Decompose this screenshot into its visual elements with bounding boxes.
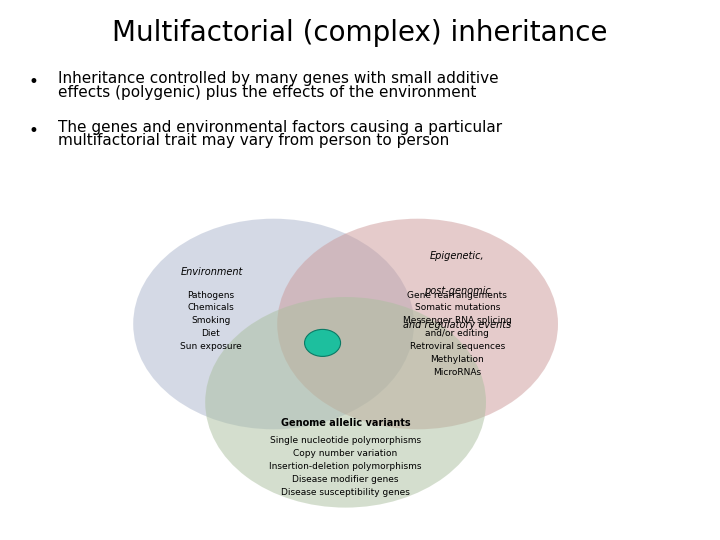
Text: Disease modifier genes: Disease modifier genes xyxy=(292,475,399,484)
Text: •: • xyxy=(29,122,39,139)
Text: Multifactorial (complex) inheritance: Multifactorial (complex) inheritance xyxy=(112,19,608,47)
Text: Diet: Diet xyxy=(202,329,220,339)
Text: Epigenetic,: Epigenetic, xyxy=(430,251,485,261)
Text: Gene rearrangements: Gene rearrangements xyxy=(408,291,507,300)
Circle shape xyxy=(205,297,486,508)
Text: Single nucleotide polymorphisms: Single nucleotide polymorphisms xyxy=(270,436,421,446)
Text: Disease susceptibility genes: Disease susceptibility genes xyxy=(282,488,410,497)
Text: Environment: Environment xyxy=(181,267,243,278)
Circle shape xyxy=(277,219,558,429)
Text: Sun exposure: Sun exposure xyxy=(180,342,242,352)
Text: Inheritance controlled by many genes with small additive: Inheritance controlled by many genes wit… xyxy=(58,71,498,86)
Text: and regulatory events: and regulatory events xyxy=(403,320,511,330)
Text: multifactorial trait may vary from person to person: multifactorial trait may vary from perso… xyxy=(58,133,449,148)
Circle shape xyxy=(305,329,341,356)
Text: MicroRNAs: MicroRNAs xyxy=(433,368,481,377)
Text: and/or editing: and/or editing xyxy=(426,329,489,339)
Text: Somatic mutations: Somatic mutations xyxy=(415,303,500,313)
Text: Retroviral sequences: Retroviral sequences xyxy=(410,342,505,352)
Text: The genes and environmental factors causing a particular: The genes and environmental factors caus… xyxy=(58,120,502,135)
Text: Messenger RNA splicing: Messenger RNA splicing xyxy=(402,316,512,326)
Text: Genome allelic variants: Genome allelic variants xyxy=(281,418,410,429)
Text: Pathogens: Pathogens xyxy=(187,291,235,300)
Text: Chemicals: Chemicals xyxy=(188,303,234,313)
Text: Methylation: Methylation xyxy=(431,355,484,364)
Text: Copy number variation: Copy number variation xyxy=(294,449,397,458)
Text: Smoking: Smoking xyxy=(192,316,230,326)
Text: •: • xyxy=(29,73,39,91)
Text: post-genomic: post-genomic xyxy=(424,286,490,295)
Circle shape xyxy=(133,219,414,429)
Text: effects (polygenic) plus the effects of the environment: effects (polygenic) plus the effects of … xyxy=(58,85,476,100)
Text: Insertion-deletion polymorphisms: Insertion-deletion polymorphisms xyxy=(269,462,422,471)
